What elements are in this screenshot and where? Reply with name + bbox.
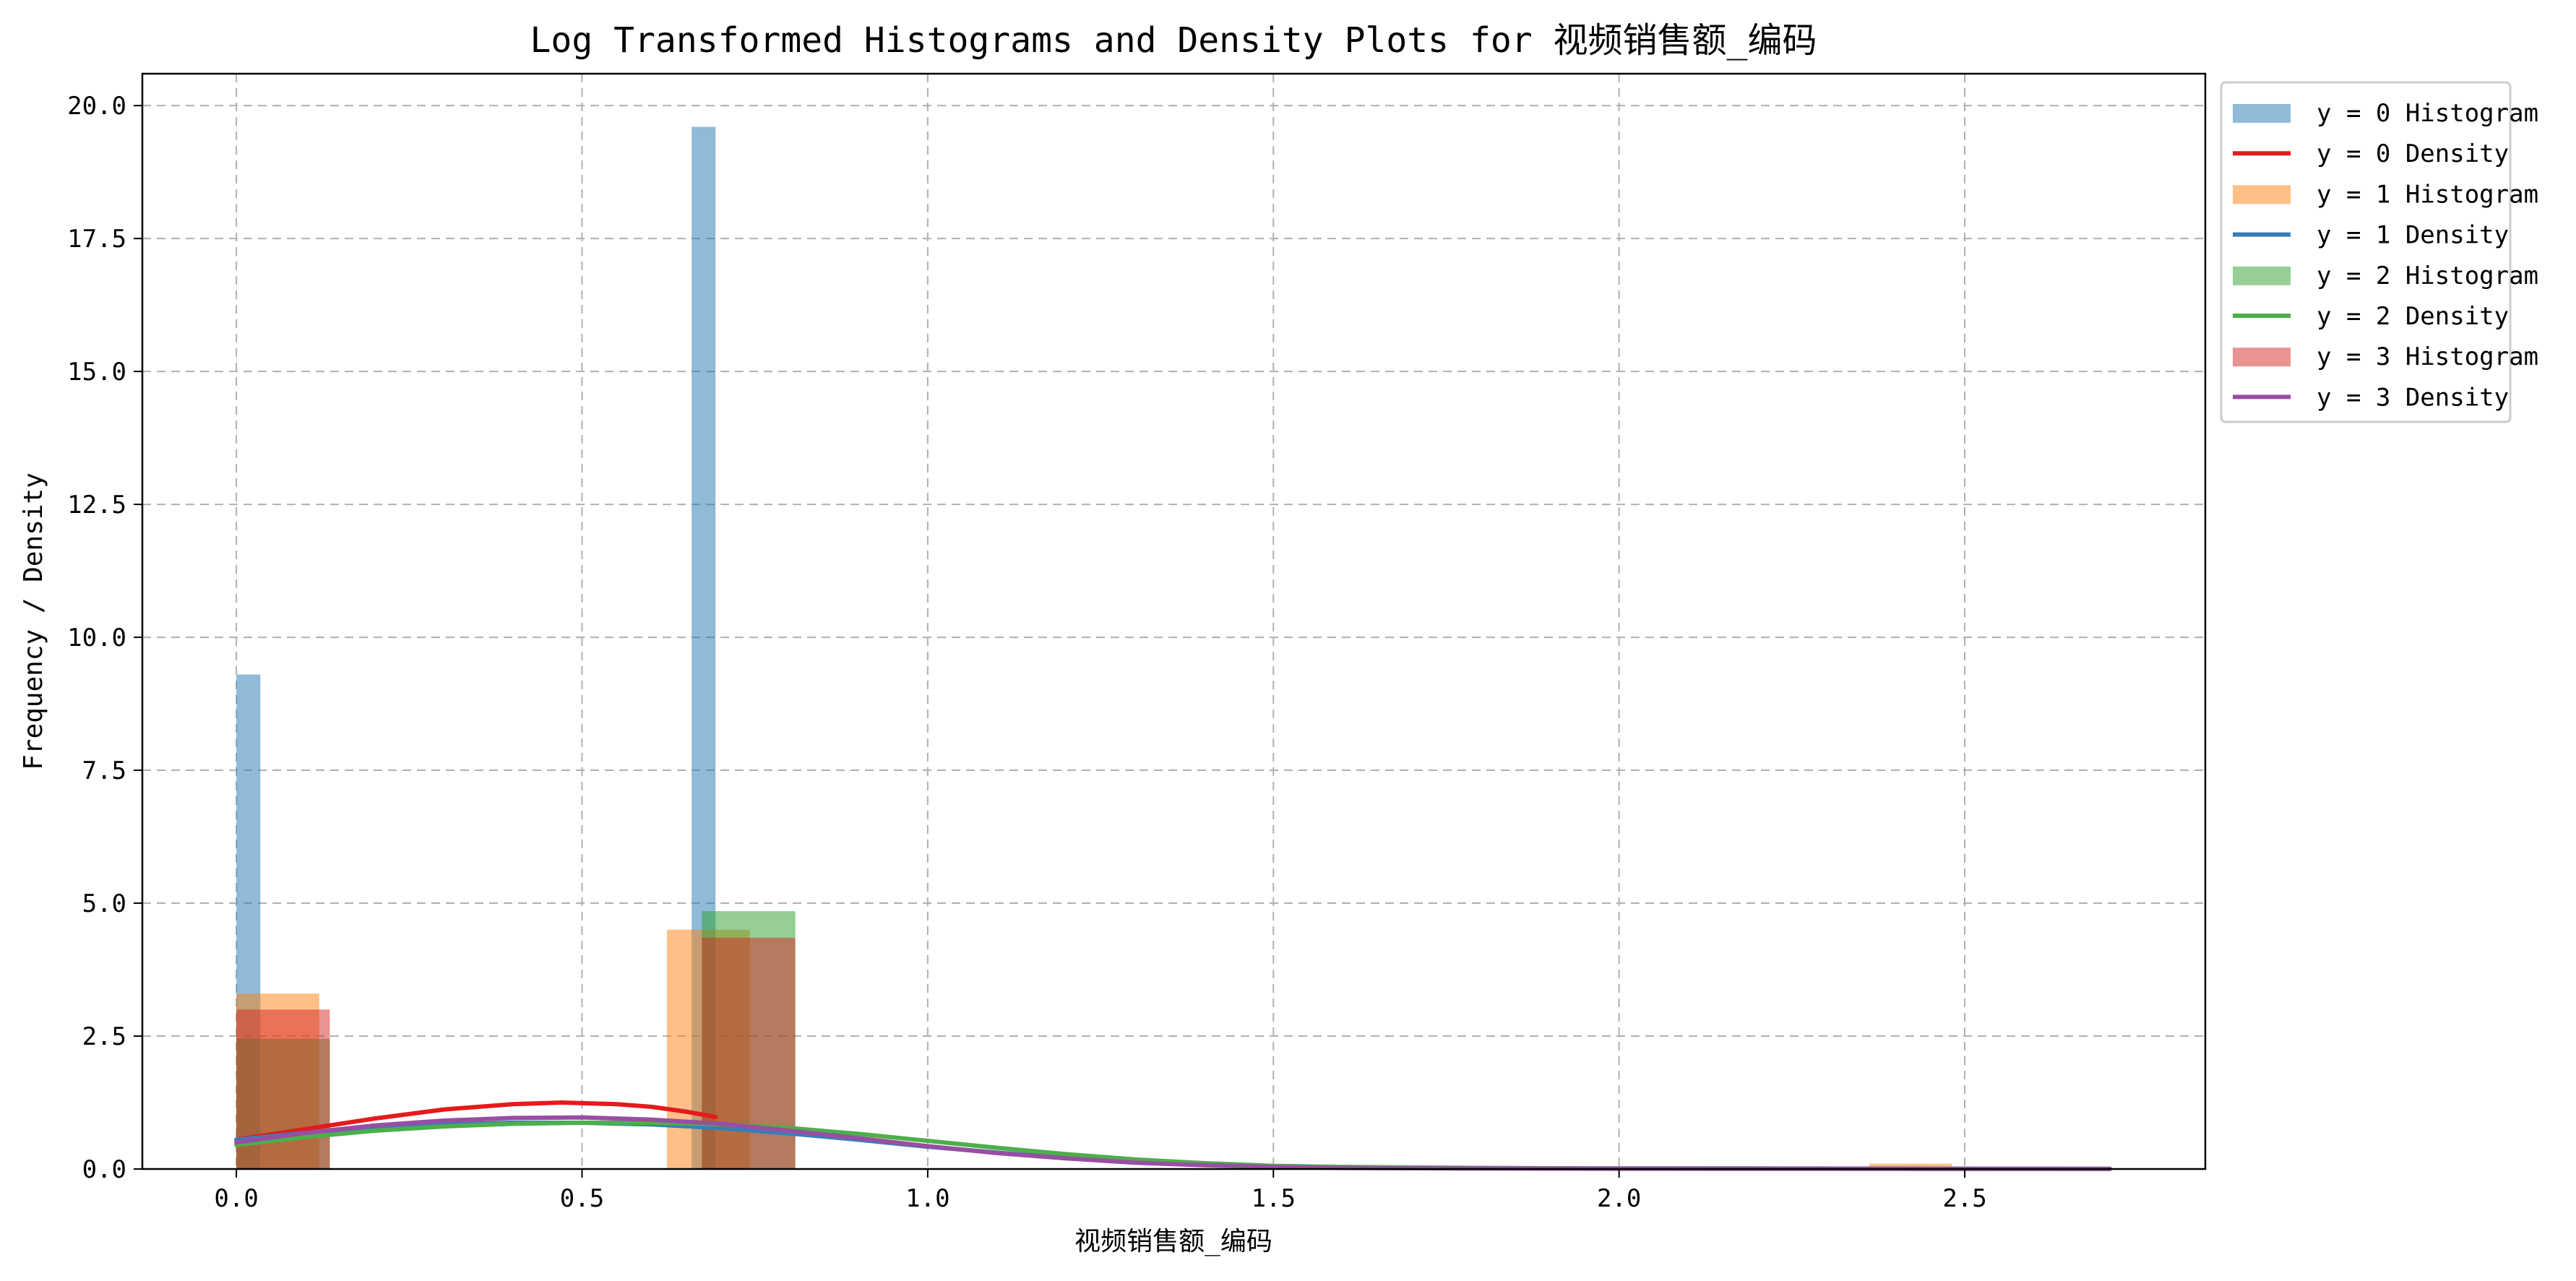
chart-title: Log Transformed Histograms and Density P… [530, 20, 1817, 61]
y-tick-label: 10.0 [67, 624, 126, 652]
y-tick-label: 2.5 [82, 1022, 126, 1051]
y-tick-label: 0.0 [82, 1155, 126, 1184]
density-line-y0 [234, 1100, 718, 1142]
legend-swatch [2233, 104, 2291, 123]
x-tick-label: 1.5 [1252, 1184, 1296, 1213]
legend-frame [2220, 81, 2512, 423]
y-axis-label: Frequency / Density [19, 473, 48, 770]
x-tick-label: 2.5 [1942, 1184, 1986, 1213]
y-tick-label: 15.0 [67, 358, 126, 387]
x-tick-label: 0.0 [214, 1184, 258, 1213]
tick-layer: 0.0 0.5 1.0 1.5 2.0 2.5 0.0 2.5 5.0 7.5 10.0 12.5 15… [67, 92, 1987, 1213]
legend-swatch [2233, 185, 2291, 204]
legend-label: y = 3 Histogram [2317, 342, 2538, 371]
x-tick-label: 0.5 [560, 1184, 604, 1213]
x-tick-label: 1.0 [905, 1184, 949, 1213]
y-tick-label: 5.0 [82, 889, 126, 918]
y-tick-label: 17.5 [67, 225, 126, 254]
legend: y = 0 Histogram y = 0 Density y = 1 Histog… [2220, 81, 2538, 423]
y-tick-label: 7.5 [82, 756, 126, 785]
x-tick-label: 2.0 [1597, 1184, 1641, 1213]
x-axis-label: 视频销售额_编码 [1074, 1227, 1272, 1256]
y-tick-label: 20.0 [67, 92, 126, 121]
histogram-bar [1869, 1163, 1952, 1169]
legend-label: y = 0 Histogram [2317, 99, 2538, 128]
legend-label: y = 1 Density [2317, 221, 2509, 250]
legend-swatch [2233, 266, 2291, 285]
legend-label: y = 3 Density [2317, 383, 2509, 412]
legend-label: y = 1 Histogram [2317, 180, 2538, 209]
legend-swatch [2233, 348, 2291, 367]
plot-area-frame [141, 72, 2207, 1170]
legend-label: y = 0 Density [2317, 139, 2509, 168]
histogram-layer [236, 126, 1952, 1169]
legend-label: y = 2 Density [2317, 302, 2509, 331]
y-tick-label: 12.5 [67, 491, 126, 519]
legend-label: y = 2 Histogram [2317, 262, 2538, 290]
